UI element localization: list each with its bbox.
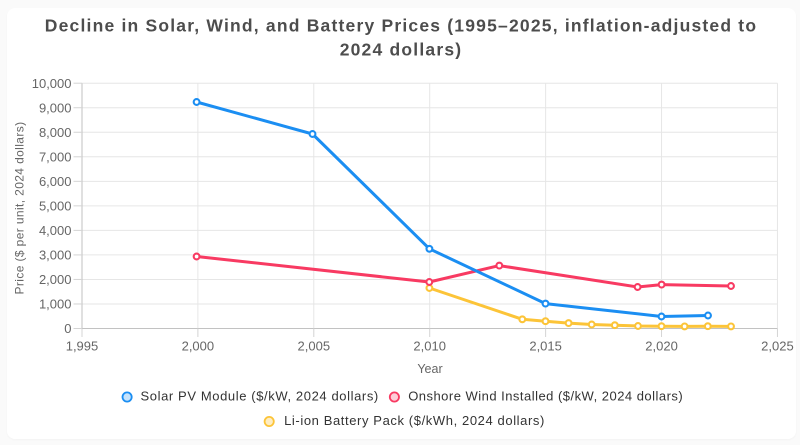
svg-text:Price ($ per unit, 2024 dollar: Price ($ per unit, 2024 dollars): [13, 122, 27, 295]
svg-text:2,020: 2,020: [645, 339, 678, 354]
svg-text:2,005: 2,005: [298, 339, 331, 354]
svg-text:8,000: 8,000: [39, 125, 72, 140]
svg-text:Li-ion Battery Pack ($/kWh, 20: Li-ion Battery Pack ($/kWh, 2024 dollars…: [284, 413, 545, 428]
svg-text:2,000: 2,000: [182, 339, 215, 354]
svg-text:Onshore Wind Installed ($/kW,: Onshore Wind Installed ($/kW, 2024 dolla…: [408, 389, 683, 404]
svg-text:3,000: 3,000: [39, 247, 72, 262]
svg-text:6,000: 6,000: [39, 174, 72, 189]
svg-text:5,000: 5,000: [39, 198, 72, 213]
svg-text:2,025: 2,025: [761, 339, 794, 354]
svg-text:2,015: 2,015: [529, 339, 562, 354]
svg-text:2,000: 2,000: [39, 272, 72, 287]
svg-text:0: 0: [64, 321, 71, 336]
svg-text:7,000: 7,000: [39, 149, 72, 164]
svg-text:9,000: 9,000: [39, 100, 72, 115]
svg-text:10,000: 10,000: [32, 76, 72, 91]
svg-text:2,010: 2,010: [413, 339, 446, 354]
svg-text:Year: Year: [417, 362, 442, 376]
svg-text:Decline in Solar, Wind, and Ba: Decline in Solar, Wind, and Battery Pric…: [45, 16, 757, 36]
svg-text:1,000: 1,000: [39, 297, 72, 312]
svg-text:Solar PV Module ($/kW, 2024 do: Solar PV Module ($/kW, 2024 dollars): [141, 389, 379, 404]
svg-text:1,995: 1,995: [66, 339, 99, 354]
svg-text:4,000: 4,000: [39, 223, 72, 238]
svg-text:2024 dollars): 2024 dollars): [340, 40, 463, 60]
